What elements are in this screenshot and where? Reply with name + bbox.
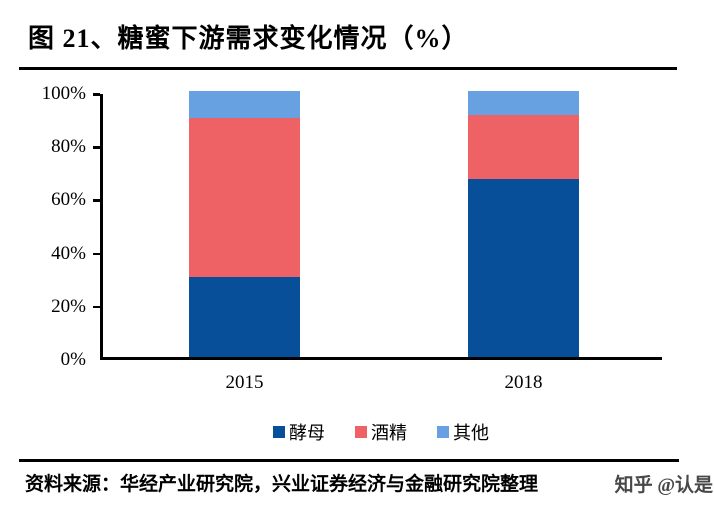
bar-segment-酵母 — [468, 178, 579, 357]
stacked-bar-2015 — [189, 91, 300, 357]
legend-label: 酵母 — [289, 423, 325, 443]
y-axis-label: 60% — [51, 189, 86, 211]
watermark: 知乎 @认是 — [614, 475, 713, 496]
source-text: 资料来源：华经产业研究院，兴业证券经济与金融研究院整理 — [25, 474, 539, 495]
legend-swatch — [355, 426, 367, 438]
y-axis-tick — [93, 252, 100, 256]
stacked-bar-2018 — [468, 91, 579, 357]
y-axis-tick — [93, 305, 100, 309]
legend-swatch — [273, 426, 285, 438]
bar-segment-酒精 — [189, 117, 300, 278]
legend-label: 酒精 — [371, 423, 407, 443]
y-axis-label: 80% — [51, 136, 86, 158]
y-axis-label: 40% — [51, 242, 86, 264]
legend-swatch — [437, 426, 449, 438]
y-axis-label: 0% — [60, 349, 86, 370]
y-axis: 0% 20% 40% 60% 80% 100% — [28, 0, 86, 505]
y-axis-tick — [93, 146, 100, 149]
legend-label: 其他 — [453, 423, 489, 443]
footer-divider — [19, 459, 679, 462]
x-axis-label: 2018 — [504, 372, 543, 393]
y-axis-label: 20% — [51, 295, 86, 317]
plot-area: 2015 2018 — [93, 91, 662, 393]
bar-segment-酒精 — [468, 114, 579, 179]
x-axis-label: 2015 — [225, 372, 264, 393]
legend-item-其他: 其他 — [437, 419, 489, 445]
bar-segment-其他 — [468, 91, 579, 115]
y-axis-tick — [93, 93, 100, 96]
bar-segment-其他 — [189, 91, 300, 118]
bar-segment-酵母 — [189, 277, 300, 357]
legend: 酵母 酒精 其他 — [100, 419, 662, 445]
legend-item-酒精: 酒精 — [355, 419, 407, 445]
title-divider — [19, 67, 677, 70]
figure-title: 图 21、糖蜜下游需求变化情况（%） — [28, 24, 469, 53]
y-axis-tick — [93, 199, 100, 202]
y-axis-label: 100% — [41, 83, 86, 104]
legend-item-酵母: 酵母 — [273, 419, 325, 445]
